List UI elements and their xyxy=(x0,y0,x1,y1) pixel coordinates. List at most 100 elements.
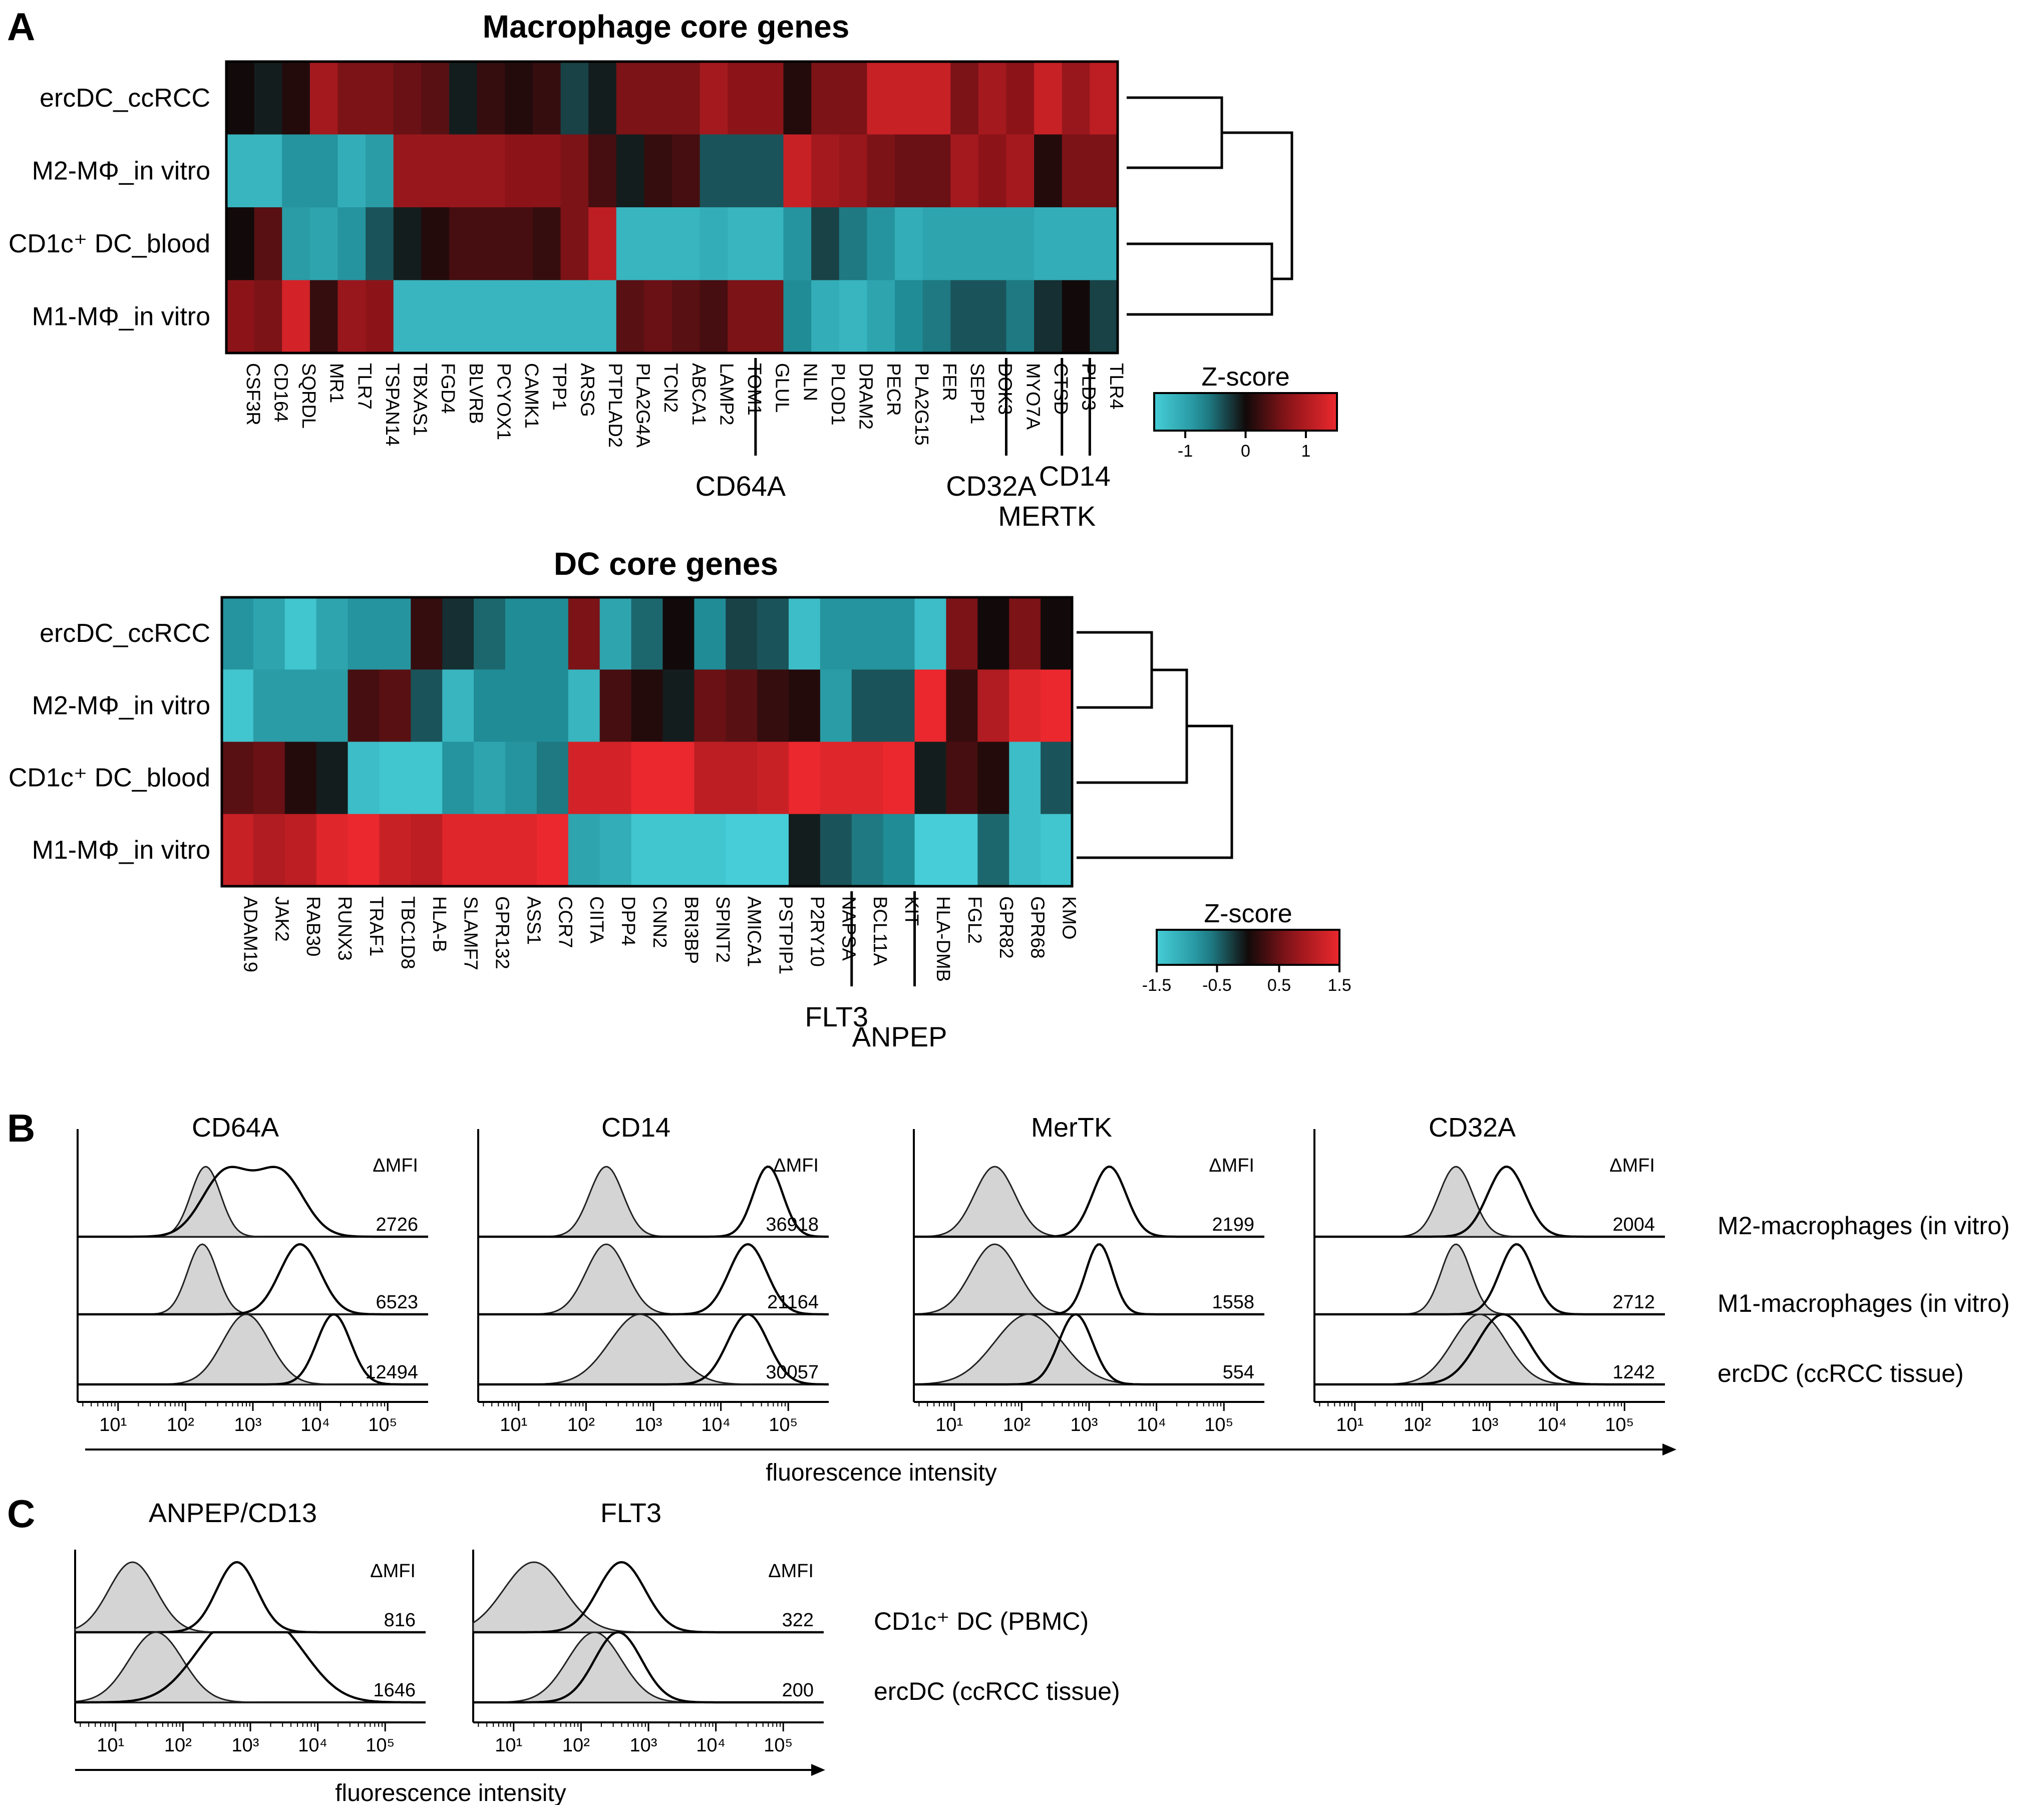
dmfi-value: 816 xyxy=(384,1610,416,1631)
heatmap-cell xyxy=(226,280,255,353)
x-tick-label: 10⁵ xyxy=(1204,1414,1233,1435)
heatmap-cell xyxy=(284,597,317,670)
x-tick-label: 10⁵ xyxy=(368,1414,397,1435)
heatmap-cell xyxy=(421,134,450,208)
flow-panel-b: CD64A ΔMFI 10¹ 10² 10³ 10⁴ 10⁵ 2726 6523 12494 CD1… xyxy=(77,1113,2010,1486)
flow-histogram-panel: CD64A ΔMFI 10¹ 10² 10³ 10⁴ 10⁵ 2726 6523 12494 xyxy=(77,1113,428,1435)
heatmap-dc: DC core genes ercDC_ccRCC M2-MΦ_in vitro C… xyxy=(9,546,1351,1052)
x-tick-label: 10⁴ xyxy=(300,1414,330,1435)
dmfi-value: 30057 xyxy=(766,1362,819,1383)
heatmap-cell xyxy=(588,280,617,353)
stained-histogram xyxy=(914,1313,1264,1386)
dmfi-header: ΔMFI xyxy=(768,1561,814,1582)
x-tick-label: 10⁴ xyxy=(1537,1414,1567,1435)
gene-label: SEPP1 xyxy=(966,363,987,425)
gene-label: TPP1 xyxy=(549,363,570,411)
marker-title: CD14 xyxy=(601,1113,670,1143)
heatmap-cell xyxy=(728,62,756,135)
heatmap-cell xyxy=(1090,62,1118,135)
heatmap-cell xyxy=(226,207,255,281)
heatmap-cell xyxy=(616,134,645,208)
heatmap-cell xyxy=(631,742,663,815)
heatmap-cell xyxy=(253,814,285,887)
heatmap-cell xyxy=(672,134,701,208)
heatmap-cell xyxy=(839,62,868,135)
stained-histogram xyxy=(914,1243,1264,1316)
heatmap-cell xyxy=(922,207,951,281)
x-tick-label: 10⁵ xyxy=(1605,1414,1634,1435)
heatmap-row-label: CD1c⁺ DC_blood xyxy=(9,764,210,793)
heatmap-cell xyxy=(755,280,784,353)
heatmap-cell xyxy=(1090,280,1118,353)
heatmap-row-label: M2-MΦ_in vitro xyxy=(32,156,210,185)
heatmap-cell xyxy=(588,134,617,208)
x-tick-label: 10² xyxy=(567,1414,595,1435)
heatmap-cell xyxy=(977,669,1010,743)
heatmap-cell xyxy=(1041,597,1073,670)
gene-label: PSTPIP1 xyxy=(775,896,796,974)
heatmap-cell xyxy=(789,669,821,743)
x-tick-label: 10¹ xyxy=(1336,1414,1364,1435)
heatmap-cell xyxy=(474,742,506,815)
heatmap-cell xyxy=(978,280,1007,353)
heatmap-cell xyxy=(474,597,506,670)
heatmap-cell xyxy=(811,134,840,208)
heatmap-cell xyxy=(1006,62,1035,135)
heatmap-cell xyxy=(505,62,533,135)
marker-title: CD32A xyxy=(1429,1113,1516,1143)
dmfi-value: 554 xyxy=(1223,1362,1254,1383)
heatmap-cell xyxy=(616,280,645,353)
heatmap-cell xyxy=(1090,207,1118,281)
x-tick-label: 10¹ xyxy=(500,1414,527,1435)
heatmap-cell xyxy=(820,814,852,887)
heatmap-cell xyxy=(226,134,255,208)
heatmap-cell xyxy=(1006,134,1035,208)
heatmap-cell xyxy=(867,62,895,135)
x-tick-label: 10³ xyxy=(1471,1414,1499,1435)
heatmap-cell xyxy=(253,597,285,670)
heatmap-cell xyxy=(536,669,569,743)
zscore-tick: 1 xyxy=(1301,442,1310,461)
heatmap-cell xyxy=(588,207,617,281)
heatmap-cell xyxy=(1062,134,1091,208)
heatmap-cell xyxy=(631,814,663,887)
x-tick-label: 10⁵ xyxy=(366,1735,395,1756)
zscore-legend-title: Z-score xyxy=(1204,899,1292,928)
heatmap-cell xyxy=(726,742,758,815)
heatmap-cell xyxy=(1009,814,1041,887)
heatmap-cell xyxy=(316,669,349,743)
stained-histogram xyxy=(1314,1165,1665,1238)
heatmap-cell xyxy=(820,669,852,743)
gene-label: PLOD1 xyxy=(827,363,848,426)
heatmap-cell xyxy=(672,280,701,353)
heatmap-cell xyxy=(421,207,450,281)
gene-label: CTSD xyxy=(1050,363,1071,415)
zscore-tick: -1.5 xyxy=(1142,976,1172,995)
stained-histogram xyxy=(78,1166,428,1238)
heatmap-cell xyxy=(337,207,366,281)
heatmap-cell xyxy=(867,207,895,281)
heatmap-cell xyxy=(950,280,979,353)
heatmap-cell xyxy=(726,814,758,887)
heatmap-cell xyxy=(1006,207,1035,281)
heatmap-cell xyxy=(421,280,450,353)
heatmap-row-label: CD1c⁺ DC_blood xyxy=(9,229,210,258)
heatmap-cell xyxy=(254,280,283,353)
x-tick-label: 10² xyxy=(1003,1414,1031,1435)
heatmap-cell xyxy=(309,207,338,281)
marker-title: FLT3 xyxy=(600,1498,661,1528)
heatmap-cell xyxy=(568,814,600,887)
heatmap-cell xyxy=(316,597,349,670)
x-axis-title: fluorescence intensity xyxy=(766,1460,997,1486)
heatmap-row-label: M1-MΦ_in vitro xyxy=(32,836,210,865)
heatmap-cell xyxy=(950,62,979,135)
heatmap-cell xyxy=(449,134,478,208)
heatmap-cell xyxy=(254,134,283,208)
heatmap-cell xyxy=(1041,814,1073,887)
stained-histogram xyxy=(478,1243,829,1316)
heatmap-cell xyxy=(532,280,561,353)
x-tick-label: 10² xyxy=(1404,1414,1431,1435)
gene-label: GPR82 xyxy=(995,896,1016,959)
heatmap-cell xyxy=(348,814,380,887)
gene-label: RUNX3 xyxy=(334,896,355,961)
